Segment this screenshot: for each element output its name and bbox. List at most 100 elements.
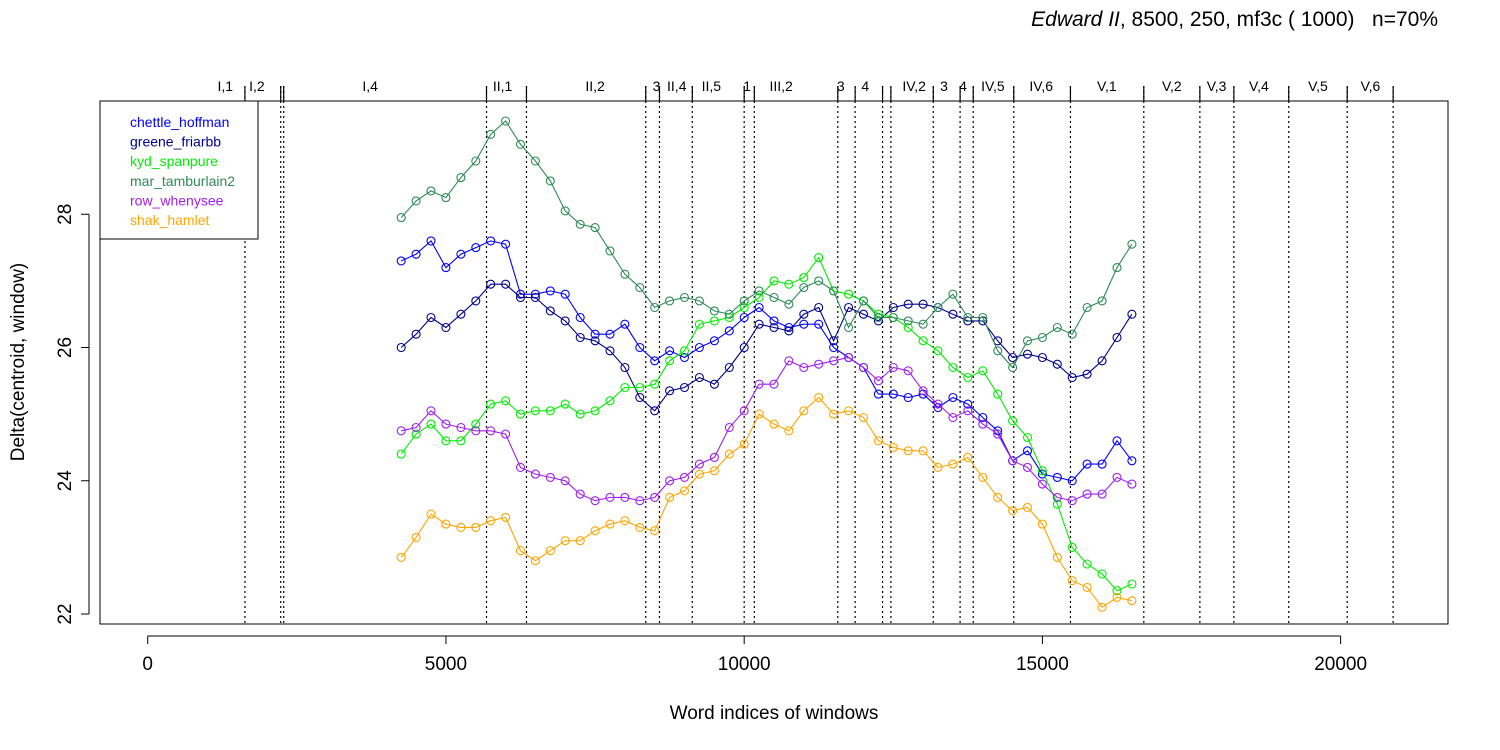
data-point: [799, 362, 809, 373]
data-point: [1008, 352, 1018, 363]
data-point: [903, 322, 913, 333]
data-point: [1022, 349, 1033, 359]
data-point: [426, 236, 436, 246]
data-point: [1022, 446, 1033, 456]
data-point: [918, 319, 928, 329]
data-point: [1067, 542, 1077, 552]
data-point: [769, 292, 779, 303]
data-point: [978, 316, 988, 326]
scene-label: V,6: [1361, 78, 1381, 94]
data-point: [784, 326, 794, 336]
data-point: [650, 526, 660, 536]
series-line: [400, 396, 1133, 609]
data-point: [1067, 372, 1077, 383]
data-point: [769, 316, 779, 326]
data-point: [903, 299, 913, 309]
data-point: [858, 309, 869, 319]
data-point: [1097, 569, 1107, 579]
data-point: [441, 436, 451, 446]
data-point: [694, 459, 704, 469]
data-point: [620, 516, 630, 526]
series-line: [401, 356, 1133, 502]
data-point: [754, 379, 764, 389]
x-axis-label: Word indices of windows: [670, 703, 879, 724]
y-axis-label: Delta(centroid, window): [8, 263, 29, 462]
data-point: [1052, 492, 1062, 502]
data-point: [933, 399, 943, 409]
data-point: [545, 546, 555, 556]
data-point: [918, 299, 928, 309]
data-point: [918, 386, 928, 396]
data-point: [456, 249, 466, 259]
data-point: [858, 362, 869, 373]
data-point: [873, 309, 883, 319]
data-point: [575, 409, 585, 419]
data-point: [829, 336, 839, 346]
data-point: [739, 342, 749, 353]
data-point: [396, 449, 406, 459]
data-point: [978, 472, 988, 482]
data-point: [784, 356, 794, 366]
data-point: [456, 173, 466, 183]
series-kyd_spanpure: [396, 253, 1137, 596]
data-point: [665, 346, 675, 356]
data-point: [1022, 336, 1033, 346]
data-point: [1097, 602, 1107, 612]
data-point: [501, 429, 511, 439]
data-point: [694, 319, 704, 329]
data-point: [1037, 332, 1047, 343]
data-point: [486, 129, 496, 139]
data-point: [888, 302, 898, 313]
scene-label: V,3: [1207, 78, 1227, 94]
data-point: [1008, 456, 1018, 466]
data-point: [829, 356, 839, 366]
data-point: [754, 319, 764, 329]
data-point: [724, 422, 734, 433]
data-point: [441, 263, 451, 273]
data-point: [1037, 479, 1047, 489]
data-point: [724, 449, 734, 459]
data-point: [1082, 559, 1092, 569]
data-point: [694, 296, 704, 306]
x-tick-label: 0: [142, 654, 153, 675]
data-point: [575, 536, 585, 546]
scene-label: II,4: [667, 78, 687, 94]
data-point: [471, 243, 481, 253]
chart-title: Edward II, 8500, 250, mf3c ( 1000) n=70%: [1031, 8, 1438, 31]
data-point: [411, 532, 421, 542]
data-point: [784, 299, 794, 309]
data-point: [665, 356, 675, 366]
data-point: [1067, 576, 1077, 586]
data-point: [814, 319, 824, 329]
y-tick-label: 28: [55, 204, 76, 225]
data-point: [1127, 456, 1137, 466]
data-point: [679, 486, 690, 496]
data-point: [620, 319, 630, 329]
data-point: [903, 392, 913, 403]
data-point: [754, 302, 764, 313]
data-point: [739, 439, 749, 449]
data-point: [1022, 462, 1033, 472]
data-point: [709, 336, 719, 346]
data-point: [948, 289, 958, 299]
data-point: [844, 322, 854, 333]
data-point: [501, 116, 511, 126]
series-shak_hamlet: [396, 392, 1137, 612]
data-point: [605, 519, 615, 529]
data-point: [1097, 459, 1107, 469]
data-point: [515, 292, 526, 303]
data-point: [1082, 459, 1092, 469]
data-point: [560, 399, 570, 409]
data-point: [486, 516, 496, 526]
data-point: [605, 329, 615, 339]
data-point: [888, 312, 898, 323]
data-point: [1052, 499, 1062, 509]
data-point: [799, 273, 809, 283]
data-point: [590, 406, 600, 416]
chart-title-text: Edward II, 8500, 250, mf3c ( 1000) n=70%: [1031, 8, 1438, 31]
data-point: [620, 269, 630, 279]
data-point: [426, 186, 436, 196]
data-point: [978, 412, 988, 423]
data-point: [411, 249, 421, 259]
data-point: [590, 526, 600, 536]
